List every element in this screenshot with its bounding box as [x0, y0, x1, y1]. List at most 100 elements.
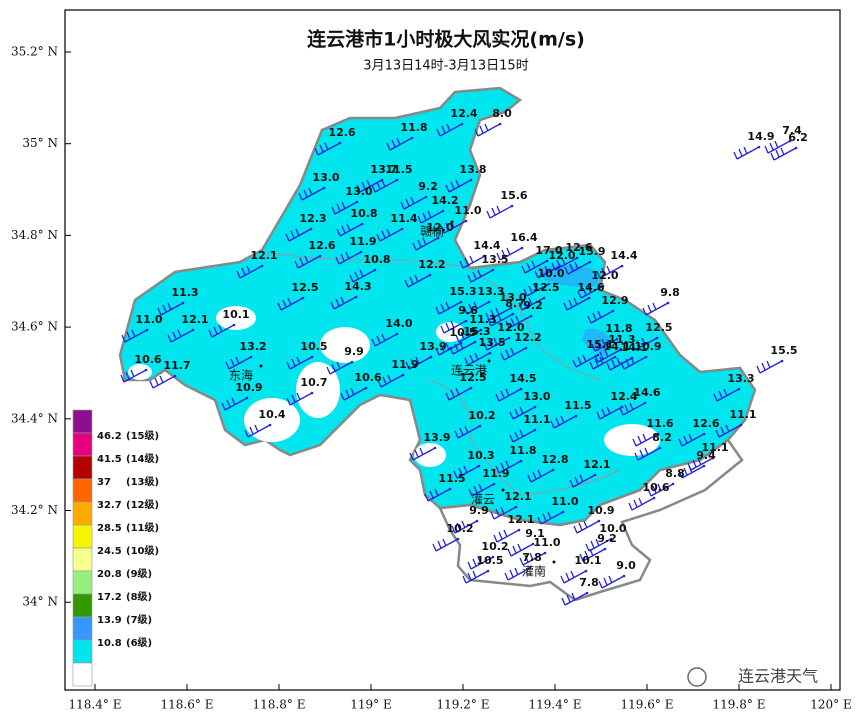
station-value: 11.9: [482, 467, 509, 480]
station-dot: [545, 259, 549, 263]
station-value: 12.5: [291, 281, 318, 294]
station-value: 11.0: [551, 495, 578, 508]
x-tick-label: 120° E: [810, 698, 851, 712]
station-value: 10.6: [354, 371, 381, 384]
station-dot: [528, 566, 532, 570]
station-value: 15.6: [500, 189, 527, 202]
wind-barb: [537, 511, 564, 525]
wind-barb: [459, 255, 486, 269]
station-value: 10.3: [467, 449, 494, 462]
station-dot: [459, 300, 463, 304]
station-dot: [658, 446, 662, 450]
wind-barb: [349, 269, 376, 283]
station-value: 12.0: [548, 249, 575, 262]
station-dot: [487, 300, 491, 304]
station-value: 13.8: [459, 163, 486, 176]
station-value: 10.7: [300, 376, 327, 389]
station-dot: [448, 487, 452, 491]
station-dot: [620, 405, 624, 409]
wind-barb: [573, 520, 600, 534]
legend-swatch: [72, 501, 93, 526]
station-dot: [533, 405, 537, 409]
station-value: 10.9: [235, 381, 262, 394]
wind-barb: [764, 140, 791, 154]
station-dot: [395, 332, 399, 336]
wind-barb: [424, 488, 451, 502]
station-value: 9.6: [458, 304, 478, 317]
wind-barb: [509, 429, 536, 443]
wind-barb: [598, 575, 625, 589]
station-value: 11.3: [608, 333, 635, 346]
station-value: 11.9: [391, 358, 418, 371]
legend-level: (7级): [126, 613, 152, 626]
station-value: 7.4: [782, 124, 802, 137]
wind-barb: [628, 497, 655, 511]
wind-barb: [464, 352, 491, 366]
station-dot: [475, 519, 479, 523]
station-value: 11.8: [509, 444, 536, 457]
station-value: 11.7: [163, 359, 190, 372]
station-dot: [737, 387, 741, 391]
legend-swatch: [72, 524, 93, 549]
station-dot: [429, 355, 433, 359]
wind-barb: [336, 223, 363, 237]
station-value: 10.2: [468, 409, 495, 422]
station-value: 13.0: [523, 390, 550, 403]
wind-barb: [451, 520, 478, 534]
place-name: 灌云: [471, 493, 495, 507]
station-value: 13.0: [312, 171, 339, 184]
wind-barb: [467, 269, 494, 283]
station-dot: [613, 355, 617, 359]
wind-barb: [560, 570, 587, 584]
station-value: 11.5: [564, 399, 591, 412]
station-value: 14.4: [610, 249, 637, 262]
wind-barb: [474, 123, 501, 137]
station-value: 11.1: [729, 408, 756, 421]
wind-barb: [120, 369, 147, 383]
station-dot: [510, 204, 514, 208]
wind-barb: [496, 247, 523, 261]
wind-barb: [377, 374, 404, 388]
x-tick-label: 118.8° E: [253, 698, 306, 712]
y-tick-label: 35° N: [22, 136, 58, 150]
legend-swatch: [72, 616, 93, 641]
station-dot: [524, 346, 528, 350]
station-value: 10.6: [134, 353, 161, 366]
wind-barb: [149, 375, 176, 389]
station-value: 12.2: [418, 258, 445, 271]
station-value: 12.3: [299, 212, 326, 225]
wind-barb: [551, 257, 578, 271]
wind-barb: [634, 447, 661, 461]
wind-barb: [606, 357, 633, 371]
station-value: 9.2: [523, 299, 543, 312]
legend-swatch: [72, 547, 93, 572]
station-dot: [364, 386, 368, 390]
station-value: 12.1: [504, 490, 531, 503]
station-value: 10.2: [481, 540, 508, 553]
wind-barb: [534, 265, 561, 279]
wind-barb: [561, 592, 588, 606]
wind-barb: [326, 361, 353, 375]
station-dot: [441, 209, 445, 213]
station-value: 10.9: [634, 340, 661, 353]
station-value: 14.1: [603, 340, 630, 353]
wind-barb: [485, 307, 512, 321]
legend-level: (12级): [126, 498, 159, 511]
legend-swatch: [72, 432, 93, 457]
wind-barb: [631, 337, 658, 351]
station-dot: [245, 396, 249, 400]
legend-value: 46.2: [97, 431, 122, 442]
wind-barb: [490, 506, 517, 520]
wind-barb: [298, 187, 325, 201]
station-value: 9.2: [597, 532, 617, 545]
station-dot: [509, 306, 513, 310]
station-dot: [543, 551, 547, 555]
station-dot: [400, 227, 404, 231]
legend-swatch: [72, 478, 93, 503]
station-dot: [478, 424, 482, 428]
legend-swatch: [72, 639, 93, 664]
station-value: 10.4: [258, 408, 285, 421]
station-value: 14.5: [509, 372, 536, 385]
legend-level: (15级): [126, 429, 159, 442]
station-value: 12.1: [507, 513, 534, 526]
